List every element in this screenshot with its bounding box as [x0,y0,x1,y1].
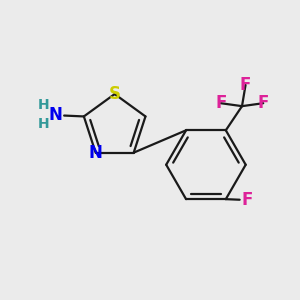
Text: S: S [109,85,121,103]
Text: N: N [89,144,103,162]
Text: N: N [49,106,63,124]
Text: F: F [257,94,269,112]
Text: H: H [38,117,49,131]
Text: H: H [38,98,49,112]
Text: F: F [215,94,226,112]
Text: F: F [240,76,251,94]
Text: F: F [241,191,253,209]
